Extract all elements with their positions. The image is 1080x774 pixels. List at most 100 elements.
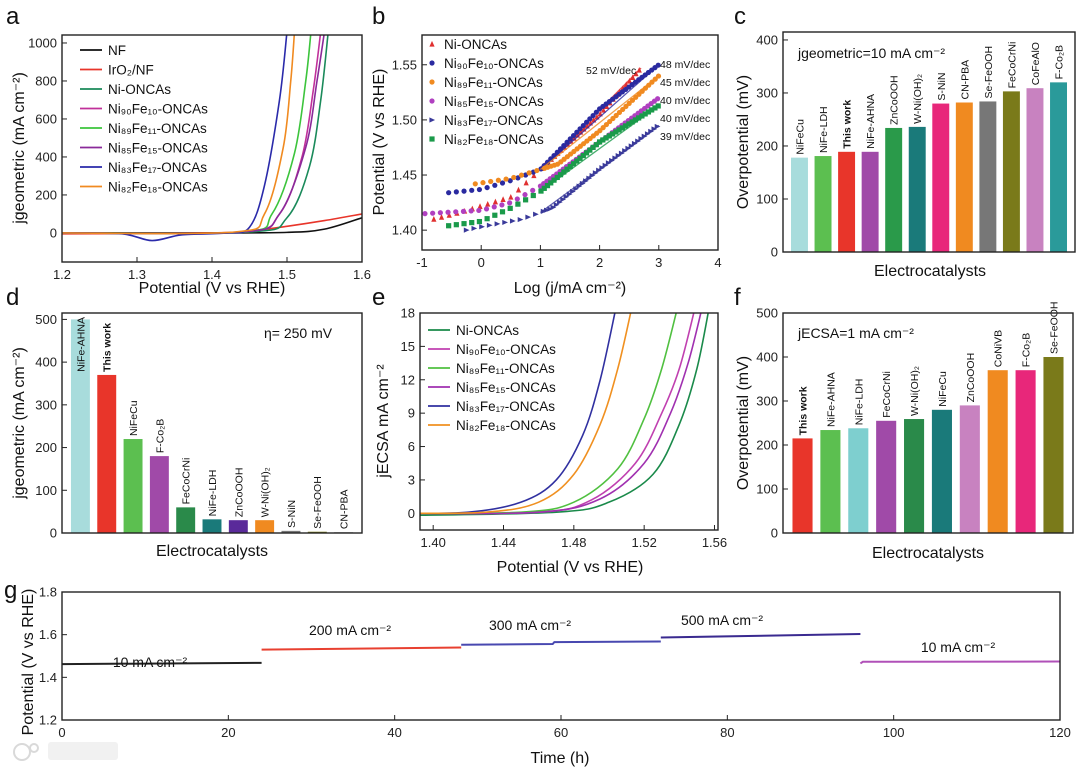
data-point [583, 150, 590, 156]
panel-letter: c [734, 3, 746, 30]
data-point [488, 178, 494, 185]
data-point [593, 142, 599, 148]
data-point [483, 206, 490, 212]
bar [149, 456, 169, 533]
y-tick-label: 1.4 [39, 670, 57, 685]
data-point [613, 129, 619, 135]
data-point [607, 118, 613, 125]
plot-frame [782, 312, 1074, 534]
data-point [600, 106, 607, 113]
x-tick-label: 1.6 [353, 267, 371, 282]
panel-d: d 0 100 200 300 400 500 jgeometric (mA cm⁻²) Ele… [6, 284, 363, 560]
data-point [639, 113, 645, 119]
x-tick-label: 1.4 [203, 267, 221, 282]
legend-item: Ni-ONCAs [80, 82, 171, 97]
data-point [429, 98, 435, 104]
data-point [453, 222, 459, 228]
data-point [533, 211, 539, 217]
watermark-plate [48, 742, 118, 760]
legend-label: Ni₉₀Fe₁₀-ONCAs [108, 102, 208, 117]
plot-frame [421, 34, 719, 251]
data-point [590, 112, 596, 119]
y-tick-label: 18 [401, 306, 415, 321]
y-tick-label: 1.6 [39, 627, 57, 642]
legend-item: Ni₈₃Fe₁₇-ONCAs [80, 160, 207, 175]
bar [861, 151, 879, 252]
data-point [557, 172, 564, 178]
tafel-slope-label: 40 mV/dec [660, 113, 710, 125]
x-tick-label: 40 [387, 725, 401, 740]
data-point [626, 121, 632, 127]
legend-label: Ni₈₉Fe₁₁-ONCAs [108, 121, 207, 136]
current-density-label: 300 mA cm⁻² [489, 617, 571, 633]
data-point [515, 186, 522, 193]
bar [814, 156, 832, 252]
y-tick-label: 500 [35, 312, 57, 327]
tafel-slope-label: 45 mV/dec [660, 77, 710, 89]
data-point [503, 176, 509, 182]
bar-label: NiFeCu [128, 400, 140, 436]
data-point [430, 210, 436, 216]
data-point [610, 131, 616, 137]
bar [979, 101, 997, 252]
data-point [564, 166, 570, 172]
legend-label: Ni₉₀Fe₁₀-ONCAs [444, 56, 544, 71]
y-axis-label: jgeometric (mA cm⁻²) [11, 72, 28, 225]
data-point [580, 152, 586, 159]
data-point [479, 224, 485, 230]
panel-letter: f [734, 284, 741, 311]
data-point [616, 127, 622, 133]
data-point [603, 135, 609, 141]
y-tick-label: 1.40 [392, 223, 417, 238]
bar-label: W-Ni(OH)₂ [260, 467, 272, 517]
legend-label: Ni₈₅Fe₁₅-ONCAs [444, 94, 544, 109]
data-point [515, 175, 521, 181]
data-point [486, 222, 493, 228]
x-tick-label: 1.5 [278, 267, 296, 282]
legend-item: Ni₈₃Fe₁₇-ONCAs [429, 113, 543, 128]
bar [876, 420, 897, 533]
legend-label: Ni₈₉Fe₁₁-ONCAs [456, 361, 555, 376]
data-point [589, 172, 596, 179]
data-point [429, 79, 435, 85]
data-point [597, 139, 603, 145]
data-point [463, 227, 470, 233]
data-point [429, 40, 435, 47]
bar [123, 439, 143, 533]
bar-label: ZnCoOOH [965, 353, 977, 403]
x-axis-label: Potential (V vs RHE) [497, 559, 644, 576]
plot-area [62, 633, 1060, 666]
y-tick-label: 100 [35, 483, 57, 498]
data-point [557, 199, 563, 205]
data-point [616, 109, 623, 116]
x-tick-label: 1 [537, 255, 544, 270]
bar [1043, 357, 1064, 533]
bar-label: FeCoCrNi [881, 371, 893, 418]
data-point [499, 202, 505, 208]
legend-item: Ni₈₉Fe₁₁-ONCAs [428, 361, 555, 376]
condition-annotation: jgeometric=10 mA cm⁻² [797, 45, 945, 61]
y-tick-label: 15 [401, 339, 415, 354]
data-point [561, 169, 567, 175]
bar [1015, 370, 1036, 533]
data-point [522, 192, 528, 198]
bar-label: CN-PBA [959, 60, 971, 100]
plot-frame [61, 312, 363, 534]
data-point [606, 133, 612, 139]
legend-item: Ni₈₂Fe₁₈-ONCAs [429, 132, 544, 147]
y-tick-label: 0 [50, 225, 57, 240]
y-axis-label: jgeometric (mA cm⁻²) [11, 347, 28, 500]
y-tick-label: 400 [756, 32, 778, 47]
data-point [590, 144, 596, 151]
panel-letter: d [6, 284, 19, 311]
x-axis-label: Electrocatalysts [872, 545, 984, 562]
x-axis-label: Electrocatalysts [156, 543, 268, 560]
data-point [477, 203, 483, 209]
legend-item: Ni₈₅Fe₁₅-ONCAs [428, 380, 556, 395]
data-point [494, 221, 501, 227]
y-tick-label: 100 [756, 482, 778, 497]
data-point [446, 223, 452, 229]
y-tick-label: 400 [35, 149, 57, 164]
series-line [859, 660, 1060, 665]
current-density-label: 10 mA cm⁻² [921, 639, 996, 655]
